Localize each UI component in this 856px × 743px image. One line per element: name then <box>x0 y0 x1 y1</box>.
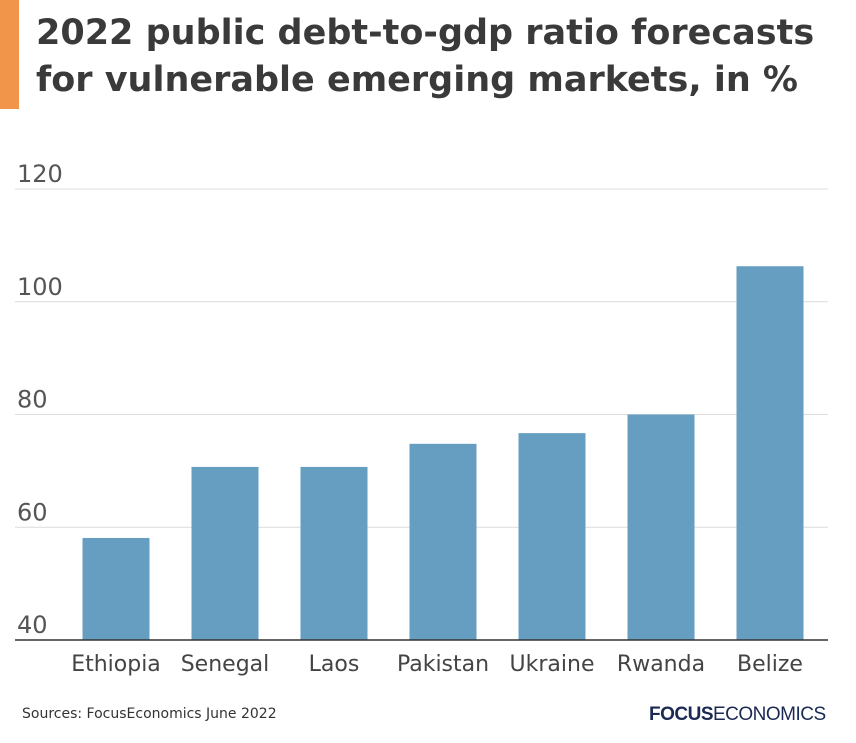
bar-rwanda <box>627 414 695 640</box>
y-tick-label: 80 <box>17 386 48 414</box>
x-tick-label: Senegal <box>181 652 270 677</box>
logo-light: ECONOMICS <box>713 704 826 725</box>
x-tick-label: Belize <box>737 652 803 677</box>
focuseconomics-logo: FOCUSECONOMICS <box>649 704 826 726</box>
source-note: Sources: FocusEconomics June 2022 <box>22 706 277 722</box>
bar-ethiopia <box>82 537 150 640</box>
bar-pakistan <box>409 443 477 640</box>
bar-belize <box>736 266 804 640</box>
accent-bar <box>0 0 19 109</box>
bar-laos <box>300 466 368 640</box>
y-tick-label: 100 <box>17 273 63 301</box>
y-tick-label: 40 <box>17 611 48 639</box>
bar-senegal <box>191 466 259 640</box>
x-tick-label: Ukraine <box>510 652 595 677</box>
y-tick-label: 60 <box>17 498 48 526</box>
chart-title: 2022 public debt-to-gdp ratio forecasts … <box>36 13 815 100</box>
bar-ukraine <box>518 433 586 640</box>
logo-bold: FOCUS <box>649 704 714 725</box>
y-tick-label: 120 <box>17 160 63 188</box>
x-tick-label: Ethiopia <box>71 652 161 677</box>
x-tick-label: Laos <box>309 652 360 677</box>
x-tick-label: Pakistan <box>397 652 489 677</box>
x-tick-label: Rwanda <box>617 652 705 677</box>
